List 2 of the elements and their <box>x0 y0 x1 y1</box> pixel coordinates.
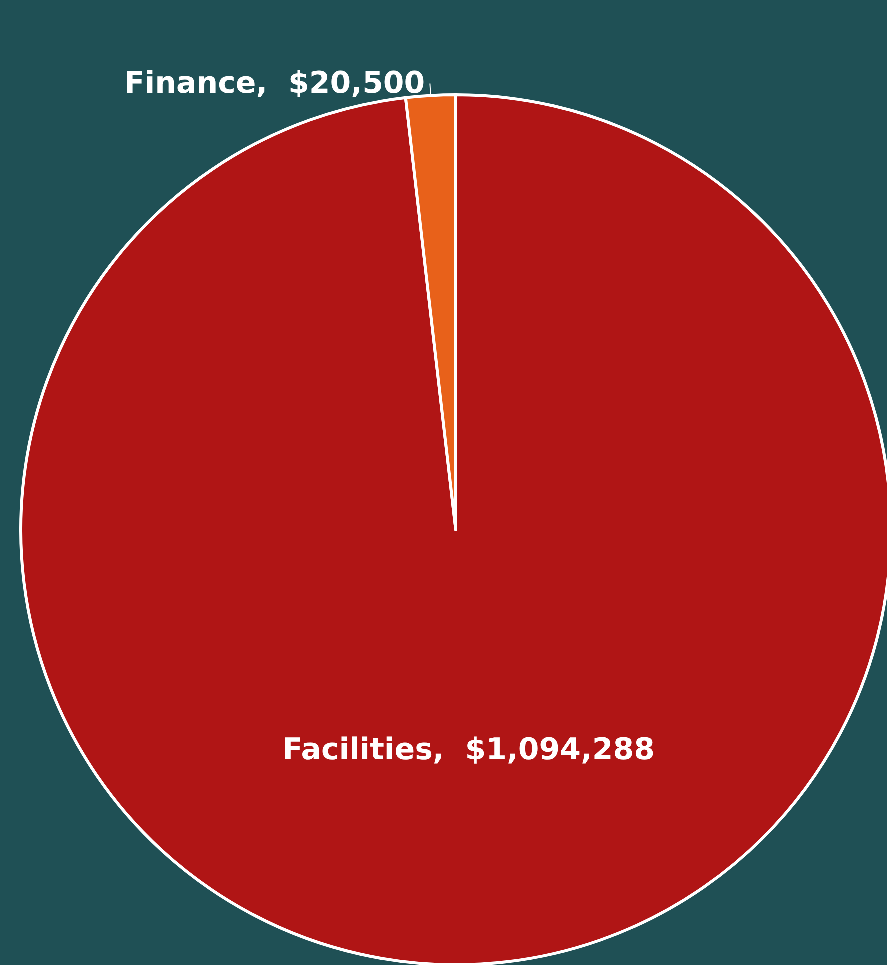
slice-label: Facilities, $1,094,288 <box>282 732 655 768</box>
slice-label: Finance, $20,500 <box>124 66 426 102</box>
